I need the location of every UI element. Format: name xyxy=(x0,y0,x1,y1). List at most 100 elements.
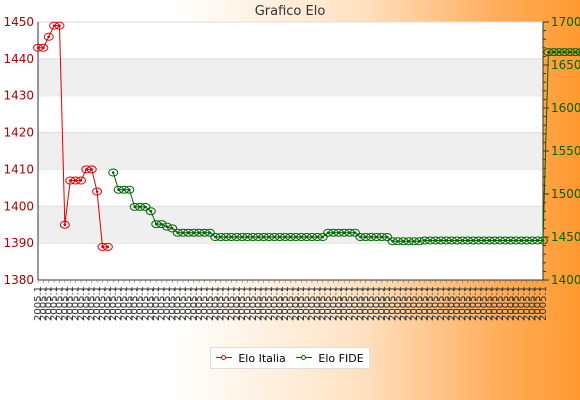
x-tick-label: 2005.1 xyxy=(452,286,463,321)
x-tick-label: 2005.1 xyxy=(355,286,366,321)
x-tick-label: 2005.1 xyxy=(97,286,108,321)
x-tick-label: 2005.1 xyxy=(275,286,286,321)
x-tick-label: 2005.1 xyxy=(404,286,415,321)
data-point-marker xyxy=(92,187,103,196)
x-tick-label: 2005.1 xyxy=(371,286,382,321)
data-point-dot xyxy=(385,235,389,239)
data-point-dot xyxy=(47,35,51,39)
y-right-tick-label: 1550 xyxy=(551,144,580,158)
x-tick-label: 2005.1 xyxy=(511,286,522,321)
data-point-marker xyxy=(349,228,360,237)
data-point-dot xyxy=(541,239,545,242)
data-point-marker xyxy=(108,168,119,177)
x-tick-label: 2005.1 xyxy=(533,286,544,321)
x-tick-label: 2005.1 xyxy=(264,286,275,321)
x-tick-label: 2005.1 xyxy=(178,286,189,321)
chart-legend: Elo Italia Elo FIDE xyxy=(210,347,370,369)
x-tick-label: 2005.1 xyxy=(318,286,329,321)
y-right-tick-label: 1600 xyxy=(551,101,580,115)
x-tick-label: 2005.1 xyxy=(474,286,485,321)
x-tick-label: 2005.1 xyxy=(388,286,399,321)
legend-label: Elo FIDE xyxy=(318,351,364,365)
legend-item-elo-fide[interactable]: Elo FIDE xyxy=(296,351,364,365)
data-point-dot xyxy=(95,190,99,193)
x-tick-label: 2005.1 xyxy=(81,286,92,321)
data-point-dot xyxy=(208,231,212,234)
x-tick-label: 2005.1 xyxy=(280,286,291,321)
x-tick-label: 2005.1 xyxy=(205,286,216,321)
x-tick-label: 2005.1 xyxy=(377,286,388,321)
x-tick-label: 2005.1 xyxy=(328,286,339,321)
data-point-dot xyxy=(149,209,153,213)
x-tick-label: 2005.1 xyxy=(398,286,409,321)
x-tick-label: 2005.1 xyxy=(71,286,82,321)
x-tick-label: 2005.1 xyxy=(517,286,528,321)
y-right-tick-label: 1400 xyxy=(551,273,580,287)
x-tick-label: 2005.1 xyxy=(345,286,356,321)
x-tick-label: 2005.1 xyxy=(538,286,549,321)
x-tick-label: 2005.1 xyxy=(500,286,511,321)
grid-band xyxy=(38,58,543,96)
x-tick-label: 2005.1 xyxy=(361,286,372,321)
x-tick-label: 2005.1 xyxy=(436,286,447,321)
y-left-tick-label: 1420 xyxy=(3,126,34,140)
x-tick-label: 2005.1 xyxy=(522,286,533,321)
data-point-dot xyxy=(79,179,83,182)
data-point-marker xyxy=(140,202,151,211)
x-tick-label: 2005.1 xyxy=(420,286,431,321)
x-tick-label: 2005.1 xyxy=(484,286,495,321)
x-tick-label: 2005.1 xyxy=(431,286,442,321)
data-point-dot xyxy=(353,231,357,234)
x-tick-label: 2005.1 xyxy=(393,286,404,321)
y-right-tick-label: 1500 xyxy=(551,187,580,201)
x-tick-label: 2005.1 xyxy=(463,286,474,321)
x-tick-label: 2005.1 xyxy=(447,286,458,321)
x-tick-label: 2005.1 xyxy=(323,286,334,321)
data-point-dot xyxy=(106,245,110,249)
y-left-tick-label: 1390 xyxy=(3,236,34,250)
x-tick-label: 2005.1 xyxy=(414,286,425,321)
x-tick-label: 2005.1 xyxy=(44,286,55,321)
grid-band xyxy=(38,132,543,170)
x-tick-label: 2005.1 xyxy=(425,286,436,321)
x-tick-label: 2005.1 xyxy=(312,286,323,321)
data-point-marker xyxy=(161,222,172,231)
x-tick-label: 2005.1 xyxy=(130,286,141,321)
x-tick-label: 2005.1 xyxy=(38,286,49,321)
x-tick-label: 2005.1 xyxy=(286,286,297,321)
x-tick-label: 2005.1 xyxy=(162,286,173,321)
x-tick-label: 2005.1 xyxy=(232,286,243,321)
data-point-dot xyxy=(144,205,147,209)
data-point-dot xyxy=(58,24,61,27)
data-point-marker xyxy=(317,233,328,241)
x-tick-label: 2005.1 xyxy=(108,286,119,321)
x-tick-label: 2005.1 xyxy=(76,286,87,321)
legend-label: Elo Italia xyxy=(238,351,286,365)
chart-title: Grafico Elo xyxy=(254,4,326,19)
x-tick-label: 2005.1 xyxy=(527,286,538,321)
x-tick-label: 2005.1 xyxy=(296,286,307,321)
legend-item-elo-italia[interactable]: Elo Italia xyxy=(216,351,286,365)
y-left-tick-label: 1410 xyxy=(3,162,34,176)
x-tick-label: 2005.1 xyxy=(350,286,361,321)
data-point-marker xyxy=(86,165,97,174)
x-tick-label: 2005.1 xyxy=(140,286,151,321)
data-point-marker xyxy=(167,224,178,233)
red-series-marker-icon xyxy=(216,353,233,363)
y-left-tick-label: 1430 xyxy=(3,89,34,103)
data-point-dot xyxy=(42,46,45,50)
x-tick-label: 2005.1 xyxy=(334,286,345,321)
x-tick-label: 2005.1 xyxy=(441,286,452,321)
x-tick-label: 2005.1 xyxy=(468,286,479,321)
x-tick-label: 2005.1 xyxy=(490,286,501,321)
x-tick-label: 2005.1 xyxy=(167,286,178,321)
x-tick-label: 2005.1 xyxy=(119,286,130,321)
x-tick-label: 2005.1 xyxy=(479,286,490,321)
x-tick-label: 2005.1 xyxy=(248,286,259,321)
data-point-marker xyxy=(54,21,65,30)
x-tick-label: 2005.1 xyxy=(103,286,114,321)
x-tick-label: 2005.1 xyxy=(151,286,162,321)
x-tick-label: 2005.1 xyxy=(54,286,65,321)
